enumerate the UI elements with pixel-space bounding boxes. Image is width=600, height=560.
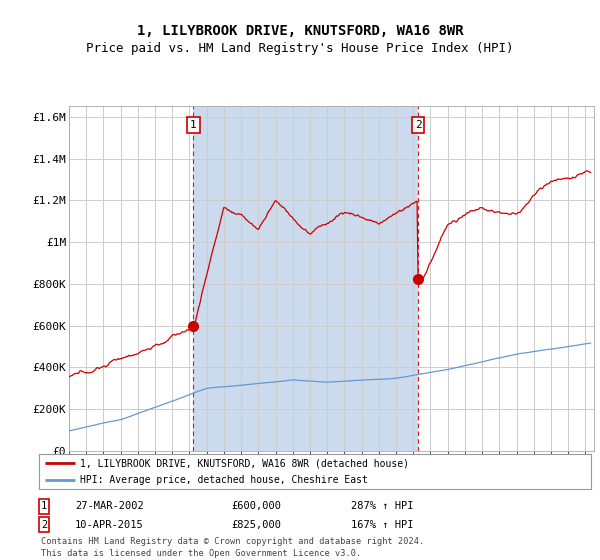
- Text: 1: 1: [190, 120, 197, 130]
- Text: £825,000: £825,000: [231, 520, 281, 530]
- Text: HPI: Average price, detached house, Cheshire East: HPI: Average price, detached house, Ches…: [80, 475, 368, 485]
- Text: 167% ↑ HPI: 167% ↑ HPI: [351, 520, 413, 530]
- Text: 2: 2: [41, 520, 47, 530]
- Bar: [193, 106, 418, 451]
- Text: Price paid vs. HM Land Registry's House Price Index (HPI): Price paid vs. HM Land Registry's House …: [86, 42, 514, 55]
- Text: 2: 2: [415, 120, 421, 130]
- Text: 287% ↑ HPI: 287% ↑ HPI: [351, 501, 413, 511]
- Text: 1, LILYBROOK DRIVE, KNUTSFORD, WA16 8WR: 1, LILYBROOK DRIVE, KNUTSFORD, WA16 8WR: [137, 24, 463, 38]
- Text: Contains HM Land Registry data © Crown copyright and database right 2024.
This d: Contains HM Land Registry data © Crown c…: [41, 537, 424, 558]
- Text: 27-MAR-2002: 27-MAR-2002: [75, 501, 144, 511]
- Text: 1, LILYBROOK DRIVE, KNUTSFORD, WA16 8WR (detached house): 1, LILYBROOK DRIVE, KNUTSFORD, WA16 8WR …: [80, 458, 409, 468]
- Text: £600,000: £600,000: [231, 501, 281, 511]
- Text: 10-APR-2015: 10-APR-2015: [75, 520, 144, 530]
- Text: 1: 1: [41, 501, 47, 511]
